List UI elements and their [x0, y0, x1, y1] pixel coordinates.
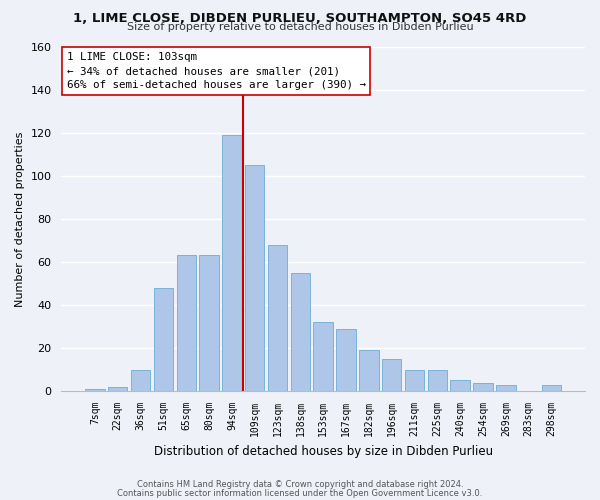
Bar — [245, 165, 265, 391]
Bar — [108, 387, 127, 391]
Text: Contains HM Land Registry data © Crown copyright and database right 2024.: Contains HM Land Registry data © Crown c… — [137, 480, 463, 489]
Text: Contains public sector information licensed under the Open Government Licence v3: Contains public sector information licen… — [118, 489, 482, 498]
Bar — [268, 244, 287, 391]
Bar — [496, 384, 515, 391]
Bar — [428, 370, 447, 391]
Bar — [199, 256, 219, 391]
Text: 1, LIME CLOSE, DIBDEN PURLIEU, SOUTHAMPTON, SO45 4RD: 1, LIME CLOSE, DIBDEN PURLIEU, SOUTHAMPT… — [73, 12, 527, 26]
Bar — [359, 350, 379, 391]
Bar — [290, 272, 310, 391]
Bar — [154, 288, 173, 391]
Bar — [382, 359, 401, 391]
X-axis label: Distribution of detached houses by size in Dibden Purlieu: Distribution of detached houses by size … — [154, 444, 493, 458]
Bar — [337, 328, 356, 391]
Bar — [85, 389, 104, 391]
Bar — [131, 370, 150, 391]
Text: Size of property relative to detached houses in Dibden Purlieu: Size of property relative to detached ho… — [127, 22, 473, 32]
Bar — [222, 135, 242, 391]
Bar — [473, 382, 493, 391]
Bar — [451, 380, 470, 391]
Bar — [313, 322, 333, 391]
Bar — [405, 370, 424, 391]
Bar — [542, 384, 561, 391]
Bar — [176, 256, 196, 391]
Text: 1 LIME CLOSE: 103sqm
← 34% of detached houses are smaller (201)
66% of semi-deta: 1 LIME CLOSE: 103sqm ← 34% of detached h… — [67, 52, 365, 90]
Y-axis label: Number of detached properties: Number of detached properties — [15, 131, 25, 306]
